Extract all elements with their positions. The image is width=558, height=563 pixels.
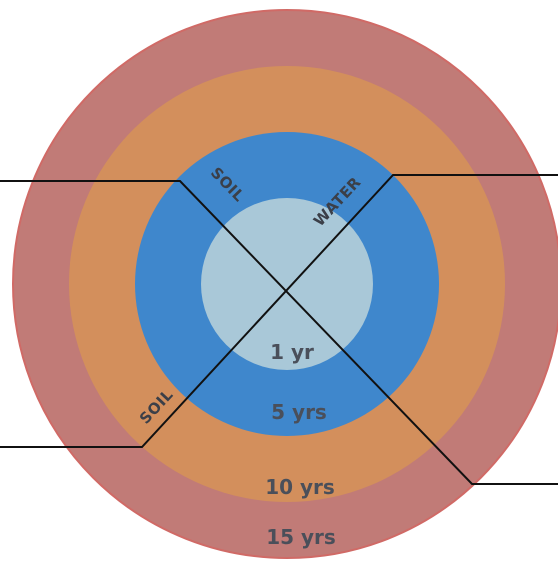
- ring-1-year-core: [201, 198, 373, 370]
- ring-label-1-yr: 1 yr: [270, 340, 314, 364]
- ring-label-15-yrs: 15 yrs: [266, 525, 336, 549]
- ring-label-10-yrs: 10 yrs: [265, 475, 335, 499]
- leader-line-top-left-to-bottom-right: [0, 180, 558, 485]
- ring-label-5-yrs: 5 yrs: [271, 400, 327, 424]
- leader-line-bottom-left-to-top-right: [0, 174, 558, 448]
